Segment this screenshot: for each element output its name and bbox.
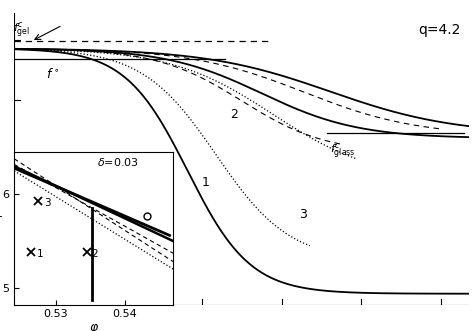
- Text: 3: 3: [44, 198, 51, 208]
- Text: 1: 1: [36, 249, 43, 259]
- Text: $f^\circ$: $f^\circ$: [46, 67, 59, 81]
- X-axis label: $\varphi$: $\varphi$: [89, 322, 99, 331]
- Text: 1: 1: [202, 176, 210, 189]
- Text: 2: 2: [230, 109, 238, 121]
- Text: q=4.2: q=4.2: [419, 23, 461, 37]
- Y-axis label: $\Gamma$: $\Gamma$: [0, 215, 3, 228]
- Text: $f^c_{\mathrm{glass}}$: $f^c_{\mathrm{glass}}$: [330, 142, 356, 161]
- Text: $\delta$=0.03: $\delta$=0.03: [97, 156, 139, 168]
- Text: $f^c_{\mathrm{gel}}$: $f^c_{\mathrm{gel}}$: [13, 21, 30, 40]
- Text: 3: 3: [299, 208, 307, 221]
- Text: 2: 2: [91, 249, 98, 259]
